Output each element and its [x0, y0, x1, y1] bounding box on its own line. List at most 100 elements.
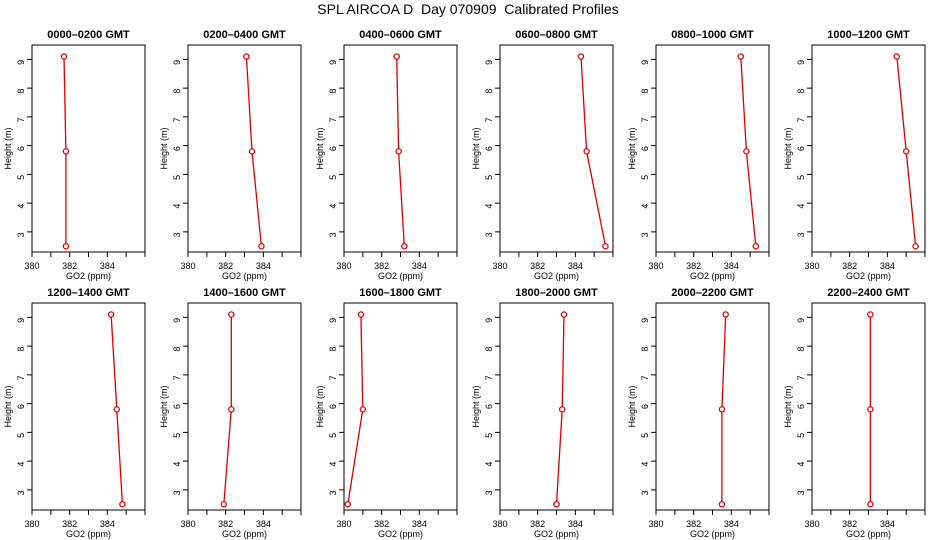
y-tick-label: 6 — [796, 404, 806, 409]
x-tick-label: 384 — [724, 261, 739, 271]
y-tick-label: 7 — [16, 375, 26, 380]
y-tick-label: 4 — [16, 204, 26, 209]
x-tick-label: 382 — [62, 261, 77, 271]
y-axis-label: Height (m) — [783, 385, 793, 427]
x-axis-label: GO2 (ppm) — [846, 529, 891, 539]
profile-panel-6: 1000–1200 GMT 380 382 384 3 4 5 6 7 8 9 GO2 (ppm) He… — [783, 29, 926, 281]
y-axis-label: Height (m) — [471, 385, 481, 427]
y-tick-label: 8 — [640, 89, 650, 94]
profile-panel-9: 1600–1800 GMT 380 382 384 3 4 5 6 7 8 9 GO2 (ppm) He… — [315, 287, 458, 539]
y-tick-label: 8 — [796, 89, 806, 94]
x-tick-label: 380 — [24, 261, 39, 271]
data-point-1 — [357, 311, 365, 318]
panel-title: 0000–0200 GMT — [47, 29, 130, 41]
data-point-3 — [553, 500, 560, 508]
y-tick-label: 9 — [172, 318, 182, 323]
panel-title: 0600–0800 GMT — [515, 29, 598, 41]
y-tick-label: 6 — [796, 146, 806, 151]
y-tick-label: 8 — [16, 89, 26, 94]
panel-title: 2200–2400 GMT — [827, 287, 910, 299]
plot-frame — [31, 302, 146, 511]
x-tick-label: 384 — [568, 261, 583, 271]
x-tick-label: 384 — [880, 519, 895, 529]
data-point-3 — [62, 242, 70, 250]
data-point-2 — [558, 406, 566, 413]
x-tick-label: 380 — [180, 519, 195, 529]
x-axis-label: GO2 (ppm) — [222, 271, 267, 281]
y-tick-label: 6 — [640, 146, 650, 151]
x-tick-label: 380 — [24, 519, 39, 529]
data-point-1 — [393, 53, 400, 60]
data-point-3 — [752, 242, 760, 250]
y-tick-label: 7 — [16, 117, 26, 122]
x-tick-label: 384 — [724, 519, 739, 529]
x-tick-label: 382 — [374, 519, 389, 529]
y-tick-label: 7 — [484, 375, 494, 380]
y-tick-label: 7 — [328, 117, 338, 122]
y-tick-label: 4 — [796, 204, 806, 209]
y-tick-label: 8 — [328, 89, 338, 94]
x-tick-label: 380 — [180, 261, 195, 271]
x-axis-label: GO2 (ppm) — [534, 271, 579, 281]
y-tick-label: 9 — [172, 60, 182, 65]
y-axis-label: Height (m) — [627, 385, 637, 427]
y-tick-label: 6 — [172, 404, 182, 409]
y-tick-label: 5 — [484, 175, 494, 180]
y-tick-label: 4 — [796, 462, 806, 467]
y-tick-label: 5 — [172, 175, 182, 180]
y-tick-label: 3 — [796, 490, 806, 495]
data-point-1 — [560, 311, 568, 318]
x-axis-label: GO2 (ppm) — [378, 529, 423, 539]
y-axis-label: Height (m) — [315, 385, 325, 427]
x-tick-label: 382 — [686, 519, 701, 529]
profile-panel-8: 1400–1600 GMT 380 382 384 3 4 5 6 7 8 9 GO2 (ppm) He… — [159, 287, 302, 539]
x-axis-label: GO2 (ppm) — [66, 529, 111, 539]
plot-frame — [811, 44, 926, 253]
data-point-3 — [867, 500, 874, 508]
x-tick-label: 382 — [842, 261, 857, 271]
x-tick-label: 384 — [100, 519, 115, 529]
plot-frame — [655, 44, 770, 253]
data-point-2 — [867, 406, 874, 413]
data-point-2 — [743, 148, 750, 155]
panel-title: 1600–1800 GMT — [359, 287, 442, 299]
x-axis-label: GO2 (ppm) — [534, 529, 579, 539]
y-tick-label: 8 — [484, 347, 494, 352]
data-point-3 — [401, 242, 408, 250]
y-tick-label: 5 — [796, 175, 806, 180]
data-point-1 — [107, 311, 115, 318]
y-tick-label: 3 — [328, 232, 338, 237]
data-point-2 — [359, 406, 367, 413]
x-tick-label: 380 — [492, 261, 507, 271]
y-tick-label: 6 — [328, 404, 338, 409]
data-point-2 — [228, 406, 235, 413]
x-tick-label: 382 — [842, 519, 857, 529]
y-tick-label: 4 — [16, 462, 26, 467]
data-point-3 — [119, 500, 126, 508]
data-point-3 — [258, 242, 265, 250]
profile-panel-12: 2200–2400 GMT 380 382 384 3 4 5 6 7 8 9 GO2 (ppm) He… — [783, 287, 926, 539]
y-tick-label: 9 — [640, 60, 650, 65]
profile-panel-11: 2000–2200 GMT 380 382 384 3 4 5 6 7 8 9 GO2 (ppm) He… — [627, 287, 770, 539]
x-tick-label: 384 — [412, 261, 427, 271]
y-tick-label: 7 — [328, 375, 338, 380]
x-tick-label: 382 — [530, 261, 545, 271]
figure-title: SPL AIRCOA D Day 070909 Calibrated Profi… — [317, 1, 619, 17]
data-point-1 — [577, 53, 585, 60]
y-tick-label: 7 — [796, 117, 806, 122]
data-point-3 — [602, 242, 609, 250]
x-tick-label: 380 — [648, 519, 663, 529]
panel-title: 1800–2000 GMT — [515, 287, 598, 299]
y-tick-label: 4 — [484, 462, 494, 467]
y-tick-label: 5 — [484, 433, 494, 438]
y-tick-label: 8 — [328, 347, 338, 352]
profile-panel-10: 1800–2000 GMT 380 382 384 3 4 5 6 7 8 9 GO2 (ppm) He… — [471, 287, 614, 539]
y-tick-label: 8 — [172, 347, 182, 352]
data-point-2 — [902, 148, 910, 155]
y-tick-label: 3 — [16, 232, 26, 237]
y-tick-label: 6 — [640, 404, 650, 409]
plot-frame — [499, 302, 614, 511]
data-point-3 — [912, 242, 919, 250]
y-tick-label: 8 — [796, 347, 806, 352]
y-axis-label: Height (m) — [783, 127, 793, 169]
